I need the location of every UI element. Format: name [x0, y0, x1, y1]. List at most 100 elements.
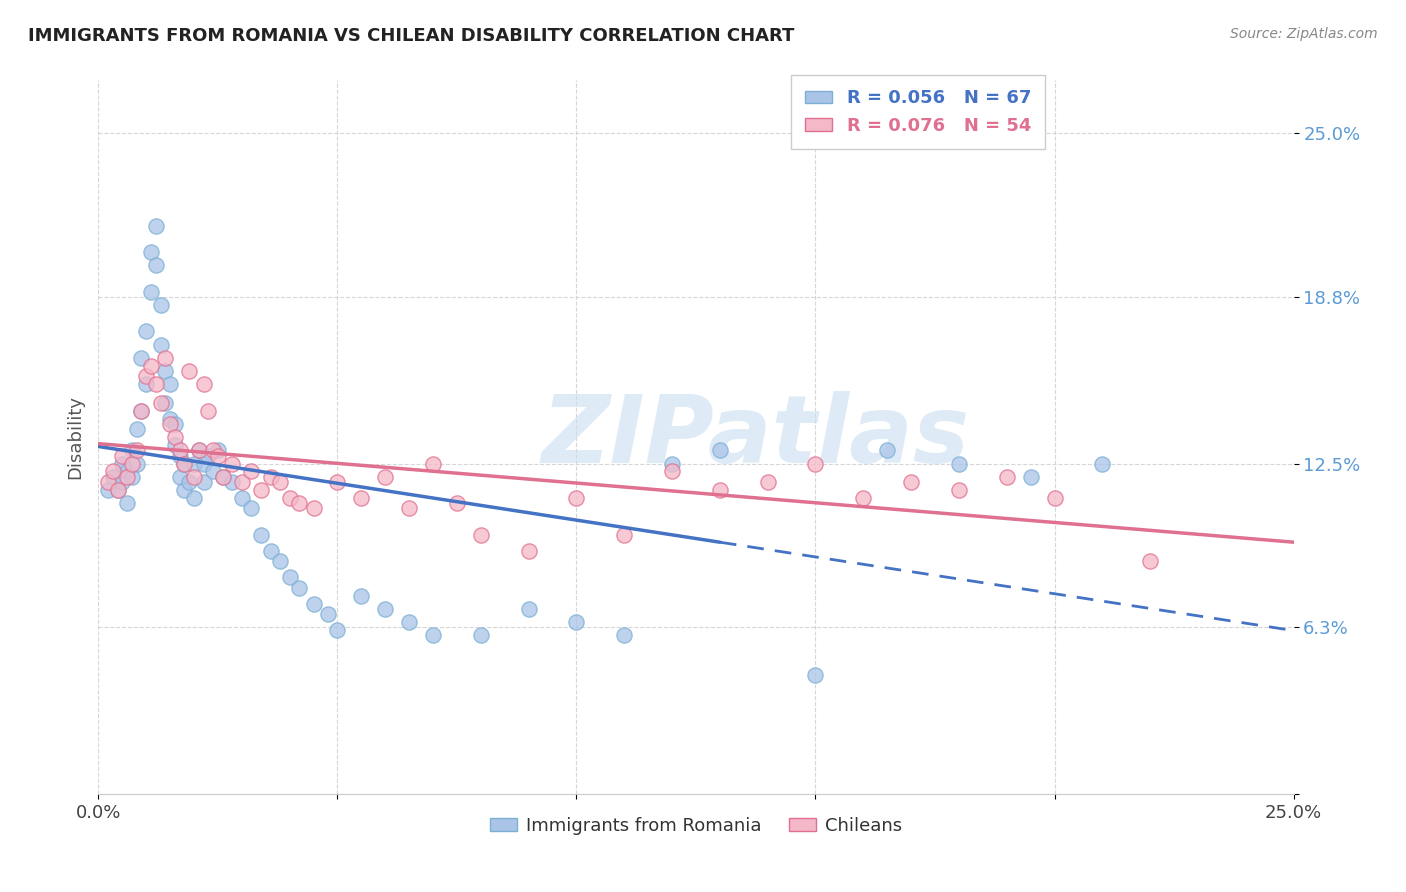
Point	[517, 543, 540, 558]
Point	[111, 457, 134, 471]
Point	[661, 465, 683, 479]
Text: ZIPatlas: ZIPatlas	[541, 391, 970, 483]
Point	[173, 457, 195, 471]
Point	[101, 465, 124, 479]
Point	[163, 438, 186, 452]
Point	[115, 465, 138, 479]
Point	[398, 615, 420, 629]
Point	[470, 528, 492, 542]
Point	[1091, 457, 1114, 471]
Point	[326, 475, 349, 489]
Point	[709, 483, 731, 497]
Point	[517, 602, 540, 616]
Point	[326, 623, 349, 637]
Point	[269, 554, 291, 568]
Point	[211, 469, 233, 483]
Point	[278, 491, 301, 505]
Point	[316, 607, 339, 622]
Point	[756, 475, 779, 489]
Point	[207, 449, 229, 463]
Point	[183, 469, 205, 483]
Point	[709, 443, 731, 458]
Point	[173, 483, 195, 497]
Point	[173, 457, 195, 471]
Point	[852, 491, 875, 505]
Point	[240, 465, 263, 479]
Point	[101, 469, 124, 483]
Point	[565, 491, 588, 505]
Point	[470, 628, 492, 642]
Point	[948, 457, 970, 471]
Text: Source: ZipAtlas.com: Source: ZipAtlas.com	[1230, 27, 1378, 41]
Point	[269, 475, 291, 489]
Point	[250, 528, 273, 542]
Point	[193, 377, 215, 392]
Point	[948, 483, 970, 497]
Point	[115, 469, 138, 483]
Point	[302, 597, 325, 611]
Point	[422, 457, 444, 471]
Point	[139, 245, 162, 260]
Point	[125, 443, 148, 458]
Point	[183, 457, 205, 471]
Point	[97, 475, 120, 489]
Point	[179, 364, 201, 378]
Point	[197, 403, 219, 417]
Point	[900, 475, 922, 489]
Point	[149, 395, 172, 409]
Point	[240, 501, 263, 516]
Point	[1139, 554, 1161, 568]
Point	[145, 258, 167, 272]
Point	[250, 483, 273, 497]
Point	[111, 449, 134, 463]
Point	[145, 219, 167, 233]
Point	[159, 377, 181, 392]
Point	[804, 668, 827, 682]
Point	[155, 395, 177, 409]
Point	[183, 491, 205, 505]
Y-axis label: Disability: Disability	[66, 395, 84, 479]
Point	[804, 457, 827, 471]
Point	[169, 449, 191, 463]
Point	[121, 469, 143, 483]
Point	[350, 589, 373, 603]
Point	[155, 351, 177, 365]
Point	[193, 457, 215, 471]
Point	[169, 443, 191, 458]
Point	[111, 475, 134, 489]
Point	[202, 465, 225, 479]
Point	[202, 443, 225, 458]
Legend: Immigrants from Romania, Chileans: Immigrants from Romania, Chileans	[482, 810, 910, 842]
Point	[221, 475, 243, 489]
Point	[398, 501, 420, 516]
Point	[139, 359, 162, 373]
Point	[876, 443, 898, 458]
Point	[145, 377, 167, 392]
Point	[179, 475, 201, 489]
Point	[125, 422, 148, 436]
Point	[231, 475, 253, 489]
Point	[446, 496, 468, 510]
Point	[107, 483, 129, 497]
Point	[197, 449, 219, 463]
Point	[135, 369, 157, 384]
Point	[139, 285, 162, 299]
Point	[97, 483, 120, 497]
Point	[187, 443, 209, 458]
Point	[1043, 491, 1066, 505]
Point	[288, 496, 311, 510]
Point	[121, 457, 143, 471]
Point	[302, 501, 325, 516]
Point	[278, 570, 301, 584]
Point	[207, 443, 229, 458]
Point	[163, 430, 186, 444]
Point	[221, 457, 243, 471]
Point	[613, 528, 636, 542]
Point	[131, 351, 153, 365]
Point	[159, 411, 181, 425]
Point	[121, 443, 143, 458]
Point	[131, 403, 153, 417]
Point	[259, 543, 281, 558]
Point	[135, 377, 157, 392]
Point	[211, 469, 233, 483]
